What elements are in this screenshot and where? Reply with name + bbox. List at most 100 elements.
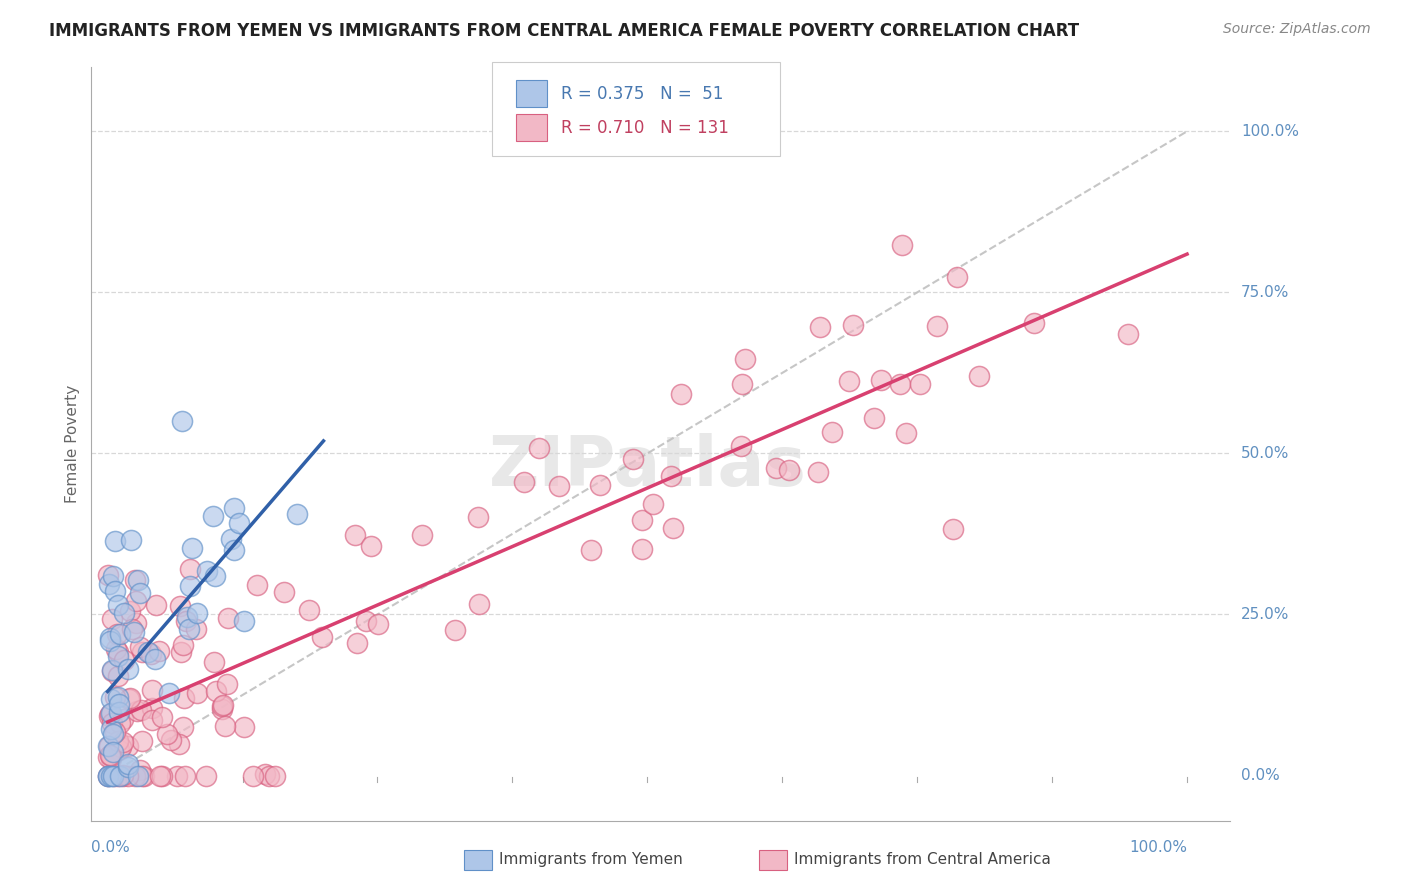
Point [631,513,654,527]
Point [98,631,121,645]
Point [233,720,256,734]
Point [104,641,127,656]
Point [131,703,153,717]
Point [821,425,844,440]
Point [100,768,122,782]
Point [97,739,120,754]
Point [204,569,226,583]
Point [141,647,163,661]
Point [98,739,121,753]
Text: Immigrants from Central America: Immigrants from Central America [794,853,1052,867]
Point [141,701,163,715]
Point [128,640,150,655]
Point [141,682,163,697]
Point [149,768,172,782]
Point [124,593,146,607]
Point [179,562,201,576]
Point [730,439,752,453]
Point [104,690,127,704]
Point [176,609,198,624]
Point [967,369,990,384]
Point [838,374,860,388]
Point [1022,316,1045,330]
Point [125,615,148,630]
Text: Source: ZipAtlas.com: Source: ZipAtlas.com [1223,22,1371,37]
Point [112,653,135,667]
Point [360,540,382,554]
Point [264,768,287,782]
Point [842,318,865,332]
Point [214,719,236,733]
Point [346,635,368,649]
Point [170,414,193,428]
Point [186,606,208,620]
Point [159,686,181,700]
Point [100,692,122,706]
Point [122,624,145,639]
Point [104,534,127,549]
Point [891,238,914,252]
Text: 0.0%: 0.0% [91,840,131,855]
Point [107,705,129,719]
Point [927,319,949,334]
Point [156,727,179,741]
Point [222,543,245,558]
Point [529,441,551,455]
Point [896,426,918,441]
Point [179,622,201,636]
Point [107,768,129,782]
Point [98,707,121,722]
Point [131,733,153,747]
Point [131,768,153,782]
Y-axis label: Female Poverty: Female Poverty [65,384,80,503]
Point [311,630,333,644]
Point [765,461,787,475]
Point [117,760,139,774]
Point [117,768,139,782]
Text: IMMIGRANTS FROM YEMEN VS IMMIGRANTS FROM CENTRAL AMERICA FEMALE POVERTY CORRELAT: IMMIGRANTS FROM YEMEN VS IMMIGRANTS FROM… [49,22,1080,40]
Point [97,708,120,723]
Point [211,701,233,715]
Point [101,663,124,677]
Point [107,627,129,641]
Point [107,598,129,612]
Point [101,568,124,582]
Point [107,669,129,683]
Point [101,727,124,741]
Point [98,576,121,591]
Point [661,521,683,535]
Point [124,768,146,782]
Point [224,500,246,515]
Point [117,739,139,753]
Point [167,737,190,751]
Point [120,533,142,548]
Point [112,768,135,782]
Point [273,585,295,599]
Point [731,376,754,391]
Point [169,599,191,614]
Point [97,768,120,782]
Point [218,611,240,625]
Point [111,735,134,749]
Point [97,749,120,764]
Point [98,634,121,648]
Point [107,648,129,663]
Point [195,564,218,578]
Point [233,614,256,628]
Point [112,606,135,620]
Point [173,690,195,705]
Point [97,567,120,582]
Point [120,604,142,618]
Point [107,690,129,704]
Point [104,724,127,739]
Point [108,742,131,756]
Point [98,748,121,763]
Text: 100.0%: 100.0% [1241,124,1299,139]
Text: 50.0%: 50.0% [1241,446,1289,461]
Point [100,706,122,720]
Point [118,691,141,706]
Point [117,756,139,771]
Point [659,469,682,483]
Point [108,715,131,730]
Text: 100.0%: 100.0% [1129,840,1187,855]
